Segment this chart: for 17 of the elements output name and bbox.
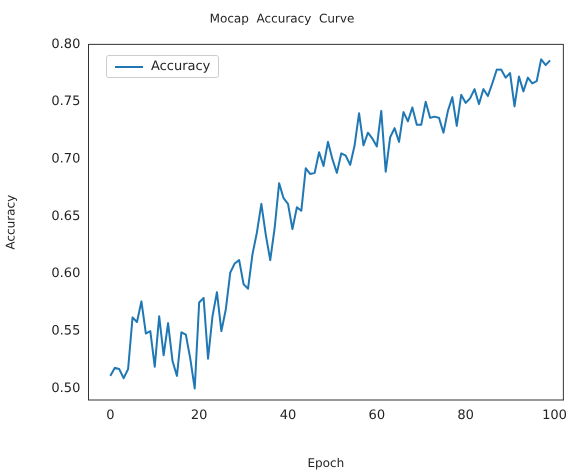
x-tick-label: 20 xyxy=(190,408,208,424)
y-tick-label: 0.65 xyxy=(51,208,80,224)
x-tick-label: 40 xyxy=(280,408,296,424)
legend-label: Accuracy xyxy=(151,59,210,74)
y-tick-label: 0.60 xyxy=(51,266,80,282)
y-axis-title: Accuracy xyxy=(3,194,18,250)
x-axis-title: Epoch xyxy=(307,456,344,470)
x-tick-label: 0 xyxy=(106,408,114,424)
x-tick-label: 80 xyxy=(457,408,474,424)
y-tick-label: 0.70 xyxy=(51,151,80,166)
chart-title: Mocap Accuracy Curve xyxy=(210,11,354,26)
y-tick-label: 0.80 xyxy=(51,36,80,52)
y-tick-label: 0.75 xyxy=(51,94,80,110)
y-tick-label: 0.50 xyxy=(51,380,80,396)
y-tick-label: 0.55 xyxy=(51,324,80,339)
x-tick-label: 60 xyxy=(368,408,386,424)
x-tick-label: 100 xyxy=(542,408,567,424)
